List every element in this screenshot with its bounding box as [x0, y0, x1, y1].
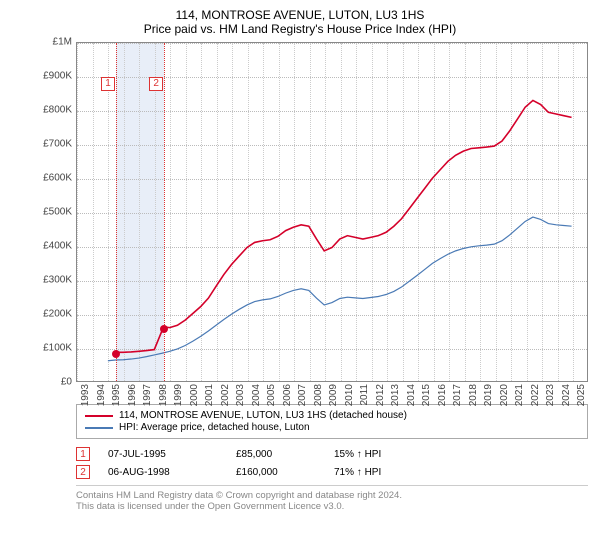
- x-axis-label: 2017: [452, 384, 463, 414]
- event-number-box: 2: [76, 465, 90, 479]
- x-axis-label: 1996: [127, 384, 138, 414]
- event-hpi-pct: 15% ↑ HPI: [334, 449, 424, 460]
- event-marker: 2: [149, 77, 163, 91]
- legend-swatch: [85, 415, 113, 417]
- plot-area: 12: [76, 42, 588, 382]
- x-axis-label: 2015: [421, 384, 432, 414]
- event-date: 06-AUG-1998: [108, 467, 218, 478]
- y-axis-label: £200K: [32, 309, 72, 320]
- event-row: 1 07-JUL-1995 £85,000 15% ↑ HPI: [76, 447, 588, 461]
- chart-subtitle: Price paid vs. HM Land Registry's House …: [12, 22, 588, 36]
- x-axis-label: 2020: [499, 384, 510, 414]
- y-axis-label: £800K: [32, 105, 72, 116]
- y-axis-label: £0: [32, 377, 72, 388]
- x-axis-label: 2007: [297, 384, 308, 414]
- chart-title: 114, MONTROSE AVENUE, LUTON, LU3 1HS: [12, 8, 588, 22]
- event-price: £160,000: [236, 467, 316, 478]
- y-axis-label: £100K: [32, 343, 72, 354]
- x-axis-label: 2012: [375, 384, 386, 414]
- x-axis-label: 2011: [359, 384, 370, 414]
- x-axis-label: 2022: [530, 384, 541, 414]
- chart: £0 £100K £200K £300K £400K £500K £600K £700K £80…: [32, 42, 588, 402]
- x-axis-label: 2025: [576, 384, 587, 414]
- sale-point: [160, 325, 168, 333]
- x-axis-label: 2005: [266, 384, 277, 414]
- footer-line-2: This data is licensed under the Open Gov…: [76, 501, 588, 512]
- x-axis-label: 2016: [437, 384, 448, 414]
- event-list: 1 07-JUL-1995 £85,000 15% ↑ HPI 2 06-AUG-1998…: [76, 447, 588, 479]
- y-axis-label: £400K: [32, 241, 72, 252]
- x-axis-label: 1997: [142, 384, 153, 414]
- sale-point: [112, 350, 120, 358]
- x-axis-label: 2013: [390, 384, 401, 414]
- x-axis-label: 2023: [545, 384, 556, 414]
- line-svg: [77, 43, 587, 381]
- x-axis-label: 2024: [561, 384, 572, 414]
- y-axis-label: £500K: [32, 207, 72, 218]
- event-row: 2 06-AUG-1998 £160,000 71% ↑ HPI: [76, 465, 588, 479]
- x-axis-label: 2014: [406, 384, 417, 414]
- x-axis-label: 2006: [282, 384, 293, 414]
- event-vline: [116, 43, 117, 381]
- x-axis-label: 1998: [158, 384, 169, 414]
- event-price: £85,000: [236, 449, 316, 460]
- event-number-box: 1: [76, 447, 90, 461]
- x-axis-label: 2018: [468, 384, 479, 414]
- x-axis-label: 2004: [251, 384, 262, 414]
- series-line-price: [116, 100, 572, 352]
- x-axis-label: 2008: [313, 384, 324, 414]
- x-axis-label: 2010: [344, 384, 355, 414]
- event-hpi-pct: 71% ↑ HPI: [334, 467, 424, 478]
- legend-row: HPI: Average price, detached house, Luto…: [85, 422, 579, 433]
- x-axis-label: 2002: [220, 384, 231, 414]
- y-axis-label: £900K: [32, 71, 72, 82]
- x-axis-label: 2009: [328, 384, 339, 414]
- y-axis-label: £600K: [32, 173, 72, 184]
- event-marker: 1: [101, 77, 115, 91]
- x-axis-label: 2003: [235, 384, 246, 414]
- x-axis-label: 1999: [173, 384, 184, 414]
- x-axis-label: 2000: [189, 384, 200, 414]
- x-axis-label: 2019: [483, 384, 494, 414]
- legend-label: HPI: Average price, detached house, Luto…: [119, 422, 310, 433]
- y-axis-label: £1M: [32, 37, 72, 48]
- footer-attribution: Contains HM Land Registry data © Crown c…: [76, 485, 588, 512]
- x-axis-label: 2021: [514, 384, 525, 414]
- x-axis-label: 1995: [111, 384, 122, 414]
- y-axis-label: £300K: [32, 275, 72, 286]
- footer-line-1: Contains HM Land Registry data © Crown c…: [76, 490, 588, 501]
- event-date: 07-JUL-1995: [108, 449, 218, 460]
- x-axis-label: 2001: [204, 384, 215, 414]
- legend-swatch: [85, 427, 113, 429]
- x-axis-label: 1994: [96, 384, 107, 414]
- y-axis-label: £700K: [32, 139, 72, 150]
- x-axis-label: 1993: [80, 384, 91, 414]
